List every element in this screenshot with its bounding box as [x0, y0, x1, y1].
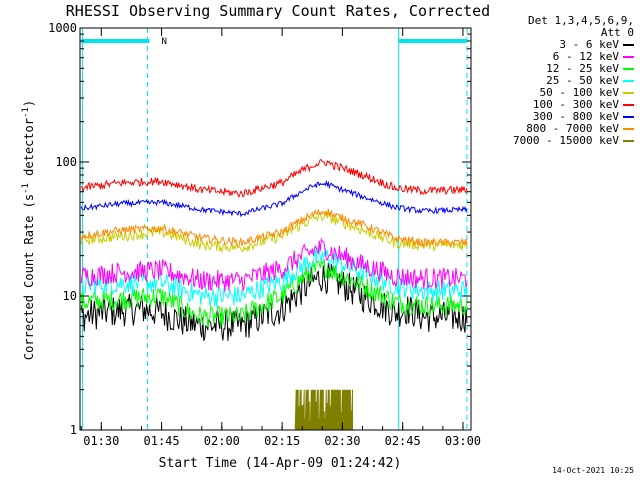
x-tick-label: 02:30 — [324, 434, 360, 448]
legend-swatch — [623, 56, 634, 58]
legend-entries: 3 - 6 keV 6 - 12 keV 12 - 25 keV 25 - 50 ke… — [488, 39, 634, 147]
legend-label: 6 - 12 keV — [552, 50, 619, 63]
y-tick-label: 1000 — [48, 21, 77, 35]
series-line-1 — [80, 237, 468, 292]
y-axis-label-mid: detector — [22, 118, 36, 183]
plot-frame — [79, 27, 472, 431]
legend: Det 1,3,4,5,6,9, Att 0 3 - 6 keV 6 - 12 k… — [488, 15, 634, 147]
legend-entry: 100 - 300 keV — [488, 99, 634, 111]
y-tick-label: 1 — [70, 423, 77, 437]
legend-label: 100 - 300 keV — [532, 98, 619, 111]
series-line-0 — [80, 263, 468, 341]
generation-timestamp: 14-Oct-2021 10:25 — [552, 466, 634, 475]
legend-swatch — [623, 44, 634, 46]
series-line-8 — [81, 389, 467, 431]
flag-label: N — [162, 37, 167, 47]
y-axis-label-sup2: -1 — [21, 107, 31, 118]
legend-label: 7000 - 15000 keV — [513, 134, 619, 147]
legend-entry: 25 - 50 keV — [488, 75, 634, 87]
legend-swatch — [623, 80, 634, 82]
legend-entry: 6 - 12 keV — [488, 51, 634, 63]
y-axis-label-main: Corrected Count Rate (s — [22, 194, 36, 360]
y-axis-label: Corrected Count Rate (s-1 detector-1) — [21, 100, 36, 360]
legend-entry: 7000 - 15000 keV — [488, 135, 634, 147]
x-tick-label: 03:00 — [445, 434, 481, 448]
x-tick-label: 02:45 — [385, 434, 421, 448]
legend-entry: 12 - 25 keV — [488, 63, 634, 75]
legend-swatch — [623, 92, 634, 94]
legend-swatch — [623, 104, 634, 106]
x-tick-label: 02:00 — [204, 434, 240, 448]
legend-label: 25 - 50 keV — [546, 74, 619, 87]
y-tick-label: 100 — [55, 155, 77, 169]
chart-title: RHESSI Observing Summary Count Rates, Co… — [66, 2, 490, 20]
legend-label: 800 - 7000 keV — [526, 122, 619, 135]
legend-entry: 50 - 100 keV — [488, 87, 634, 99]
legend-label: 3 - 6 keV — [559, 38, 619, 51]
legend-label: 12 - 25 keV — [546, 62, 619, 75]
y-axis: 1 10 100 1000 — [48, 21, 471, 437]
legend-header-line-1: Det 1,3,4,5,6,9, — [528, 14, 634, 27]
data-series — [80, 159, 468, 431]
legend-label: 300 - 800 keV — [532, 110, 619, 123]
legend-entry: 300 - 800 keV — [488, 111, 634, 123]
legend-swatch — [623, 116, 634, 118]
series-line-7 — [80, 208, 468, 248]
legend-swatch — [623, 68, 634, 70]
x-axis-label: Start Time (14-Apr-09 01:24:42) — [159, 456, 402, 471]
legend-swatch — [623, 128, 634, 130]
x-axis: 01:30 01:45 02:00 02:15 02:30 02:45 03:00 — [80, 28, 481, 448]
legend-label: 50 - 100 keV — [539, 86, 619, 99]
legend-entry: 800 - 7000 keV — [488, 123, 634, 135]
y-axis-label-sup1: -1 — [21, 183, 31, 194]
y-axis-label-end: ) — [22, 100, 36, 107]
x-tick-label: 02:15 — [264, 434, 300, 448]
y-tick-label: 10 — [63, 289, 77, 303]
legend-header-line-2: Att 0 — [600, 26, 634, 39]
series-line-5 — [80, 159, 468, 199]
x-tick-label: 01:45 — [144, 434, 180, 448]
series-line-2 — [80, 258, 468, 328]
x-tick-label: 01:30 — [83, 434, 119, 448]
legend-swatch — [623, 140, 634, 142]
series-line-6 — [80, 179, 468, 218]
legend-entry: 3 - 6 keV — [488, 39, 634, 51]
